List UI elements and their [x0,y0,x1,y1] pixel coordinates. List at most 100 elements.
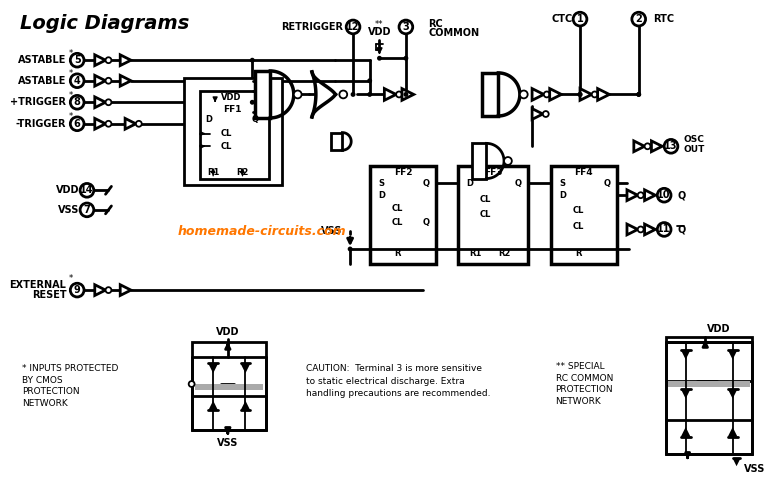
Polygon shape [580,88,592,100]
Text: COMMON: COMMON [429,28,479,38]
Polygon shape [728,389,737,399]
Text: handling precautions are recommended.: handling precautions are recommended. [306,389,491,398]
Text: homemade-circuits.com: homemade-circuits.com [177,225,346,238]
Text: NETWORK: NETWORK [22,399,68,408]
Polygon shape [644,224,655,235]
Text: D: D [466,179,474,188]
Polygon shape [384,88,396,100]
Polygon shape [728,427,737,437]
Bar [200,90,269,179]
Text: CL: CL [392,205,402,214]
Polygon shape [240,401,250,411]
Text: R1: R1 [469,250,482,258]
Text: S: S [559,179,565,188]
Text: RTC: RTC [654,14,674,24]
Circle shape [348,247,353,251]
Bar [551,166,617,263]
Text: S: S [379,179,385,188]
Circle shape [71,53,84,67]
Text: CL: CL [479,195,491,204]
Text: PROTECTION: PROTECTION [555,385,613,394]
Polygon shape [402,88,414,100]
Bar [194,384,263,390]
Text: 7: 7 [84,205,91,215]
Text: EXTERNAL: EXTERNAL [9,280,66,290]
Text: 8: 8 [74,97,81,107]
Text: FF3: FF3 [484,168,502,177]
Circle shape [189,381,194,387]
Circle shape [644,143,650,149]
Circle shape [71,117,84,131]
Bar [668,381,750,387]
Polygon shape [121,285,131,295]
Circle shape [71,74,84,88]
Text: PROTECTION: PROTECTION [22,387,80,396]
Text: NETWORK: NETWORK [555,397,601,406]
Text: 2: 2 [635,14,642,24]
Polygon shape [627,224,637,235]
Polygon shape [208,401,218,411]
Circle shape [351,92,356,97]
Circle shape [377,56,382,61]
Text: 14: 14 [80,185,94,195]
Polygon shape [121,55,131,65]
Polygon shape [634,141,644,152]
Text: *: * [69,49,74,58]
Circle shape [637,227,644,233]
Text: *: * [69,91,74,100]
Text: D: D [205,115,212,124]
Text: VSS: VSS [321,227,343,237]
Circle shape [637,192,644,198]
Circle shape [105,78,111,84]
Text: to static electrical discharge. Extra: to static electrical discharge. Extra [306,377,465,386]
Polygon shape [680,389,690,399]
Polygon shape [651,141,662,152]
Polygon shape [680,350,690,360]
Circle shape [71,283,84,297]
Text: RESET: RESET [31,290,66,300]
Circle shape [294,90,302,98]
Circle shape [520,90,528,98]
Text: Q: Q [422,218,429,227]
Circle shape [80,203,94,217]
Circle shape [632,12,646,26]
Text: Q: Q [604,179,611,188]
Circle shape [657,188,671,202]
Text: Q: Q [515,179,521,188]
Polygon shape [94,285,105,295]
Text: BY CMOS: BY CMOS [22,376,63,385]
Text: ** SPECIAL: ** SPECIAL [555,362,604,371]
Text: CL: CL [572,222,584,231]
Text: RC COMMON: RC COMMON [555,374,613,383]
Circle shape [105,287,111,293]
Text: +TRIGGER: +TRIGGER [11,97,66,107]
Text: **: ** [402,19,410,28]
Text: CAUTION:  Terminal 3 is more sensitive: CAUTION: Terminal 3 is more sensitive [306,364,482,373]
Text: R: R [394,250,400,258]
Text: * INPUTS PROTECTED: * INPUTS PROTECTED [22,364,119,373]
Circle shape [105,99,111,105]
Circle shape [80,184,94,197]
Polygon shape [94,118,105,129]
Text: VDD: VDD [221,93,241,102]
Circle shape [657,223,671,237]
Circle shape [105,57,111,63]
Text: R2: R2 [237,168,249,177]
Text: 9: 9 [74,285,81,295]
Text: -TRIGGER: -TRIGGER [16,119,66,129]
Text: CTC: CTC [552,14,573,24]
Polygon shape [532,88,544,100]
Text: RETRIGGER: RETRIGGER [281,22,343,32]
Polygon shape [94,97,105,108]
Polygon shape [644,190,655,201]
Circle shape [578,92,582,97]
Text: VSS: VSS [58,205,79,215]
Circle shape [250,58,255,63]
Bar [458,166,528,263]
Text: VDD: VDD [216,327,240,337]
Text: *: * [69,274,74,283]
Circle shape [592,91,598,97]
Circle shape [543,111,548,117]
Polygon shape [627,190,637,201]
Text: CL: CL [572,207,584,216]
